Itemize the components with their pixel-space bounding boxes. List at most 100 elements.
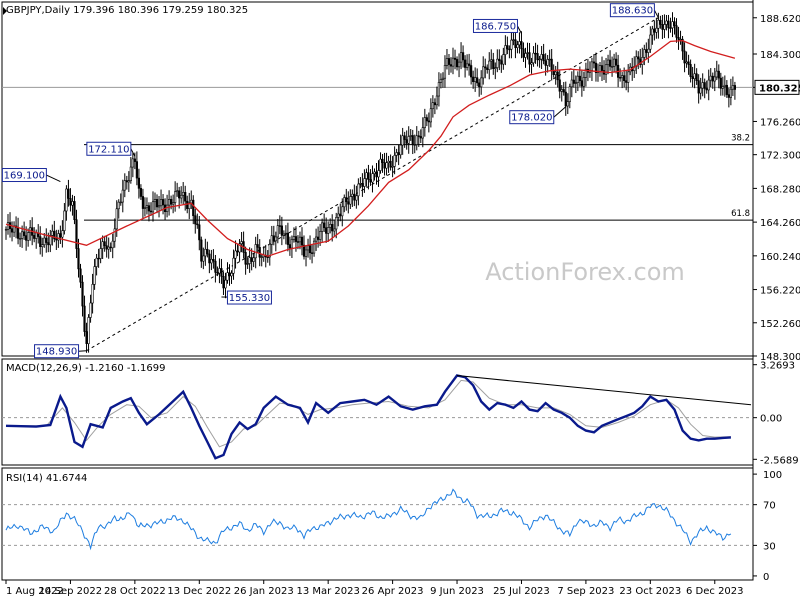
candle xyxy=(250,248,253,271)
candle xyxy=(381,154,384,173)
candle-body xyxy=(190,199,193,204)
candle xyxy=(413,134,416,154)
candle-body xyxy=(153,199,157,203)
candle-body xyxy=(401,135,404,146)
x-axis-label: 23 Oct 2023 xyxy=(619,586,681,597)
candle-body xyxy=(528,52,531,65)
candle-body xyxy=(341,206,344,217)
fib-level-label: 38.2 xyxy=(731,134,750,144)
candle-body xyxy=(733,85,737,90)
candle-body xyxy=(459,52,463,63)
candle xyxy=(719,72,722,96)
candle-body xyxy=(232,257,235,274)
candle xyxy=(711,72,714,89)
candle xyxy=(226,262,229,284)
candle xyxy=(310,243,314,264)
candle xyxy=(508,45,511,59)
candle xyxy=(389,154,392,171)
candle xyxy=(395,148,398,163)
candle xyxy=(214,254,217,283)
candle-body xyxy=(43,237,46,245)
candle-body xyxy=(379,158,382,171)
candle-body xyxy=(447,58,451,65)
candle xyxy=(610,56,614,77)
candle-body xyxy=(570,79,573,88)
candle-body xyxy=(725,84,728,95)
candle xyxy=(141,188,145,219)
candle xyxy=(707,69,710,101)
candle xyxy=(87,314,90,353)
candle xyxy=(715,60,718,81)
candle-body xyxy=(709,75,712,81)
candle-body xyxy=(645,49,648,53)
candle xyxy=(224,272,227,299)
candle-body xyxy=(77,248,80,270)
candle xyxy=(727,87,730,108)
candle xyxy=(208,249,211,274)
candle xyxy=(594,52,598,82)
candle xyxy=(399,134,402,159)
candle xyxy=(568,83,571,109)
candle xyxy=(417,130,420,147)
candle-body xyxy=(304,249,308,257)
candle-body xyxy=(282,233,285,236)
candle-body xyxy=(510,39,513,50)
annotation-leader xyxy=(46,174,61,182)
candle xyxy=(484,58,487,79)
candle-body xyxy=(212,258,215,262)
candle-body xyxy=(250,257,253,262)
candle xyxy=(202,247,205,270)
candle-body xyxy=(671,21,674,29)
candle-body xyxy=(345,197,348,203)
candle-body xyxy=(649,34,652,50)
candle xyxy=(194,208,197,234)
candle-body xyxy=(327,227,330,234)
candle-body xyxy=(457,61,461,68)
candle-body xyxy=(504,45,507,55)
candle-body xyxy=(705,88,708,91)
candle-body xyxy=(133,158,136,162)
candle xyxy=(693,63,696,89)
candle xyxy=(323,213,326,232)
candle xyxy=(608,50,612,71)
candle-body xyxy=(91,284,94,304)
candle-body xyxy=(206,248,209,255)
candle xyxy=(325,217,328,243)
candle-body xyxy=(514,39,517,48)
candle xyxy=(371,165,374,193)
price-axis-label: 164.260 xyxy=(760,218,800,229)
candle-body xyxy=(560,89,563,92)
candle-body xyxy=(216,272,219,274)
candle xyxy=(222,271,225,295)
candle xyxy=(443,55,447,88)
macd-axis-label: 3.2693 xyxy=(760,361,795,372)
candle-body xyxy=(584,68,588,78)
candle xyxy=(45,228,48,253)
candle xyxy=(615,52,618,74)
candle-body xyxy=(276,225,279,238)
candle xyxy=(284,225,287,245)
candle xyxy=(518,32,521,54)
candle xyxy=(135,151,138,186)
candle xyxy=(651,25,654,45)
price-axis-label: 184.300 xyxy=(760,50,800,61)
candle xyxy=(65,185,68,221)
candle-body xyxy=(268,244,271,258)
candle-body xyxy=(363,178,366,187)
candle-body xyxy=(532,52,535,64)
candle-body xyxy=(139,188,143,197)
candle xyxy=(528,42,531,73)
candle-body xyxy=(244,252,247,265)
candle xyxy=(534,42,537,64)
candle-body xyxy=(123,180,126,191)
candle-body xyxy=(411,135,414,145)
candle xyxy=(139,184,143,200)
candle xyxy=(192,195,195,225)
candle-body xyxy=(186,200,189,209)
candle xyxy=(4,226,8,240)
x-axis-label: 13 Mar 2023 xyxy=(296,586,359,597)
candle xyxy=(147,202,151,222)
candle-body xyxy=(302,244,306,257)
candle-body xyxy=(568,86,571,102)
candle xyxy=(492,52,495,75)
